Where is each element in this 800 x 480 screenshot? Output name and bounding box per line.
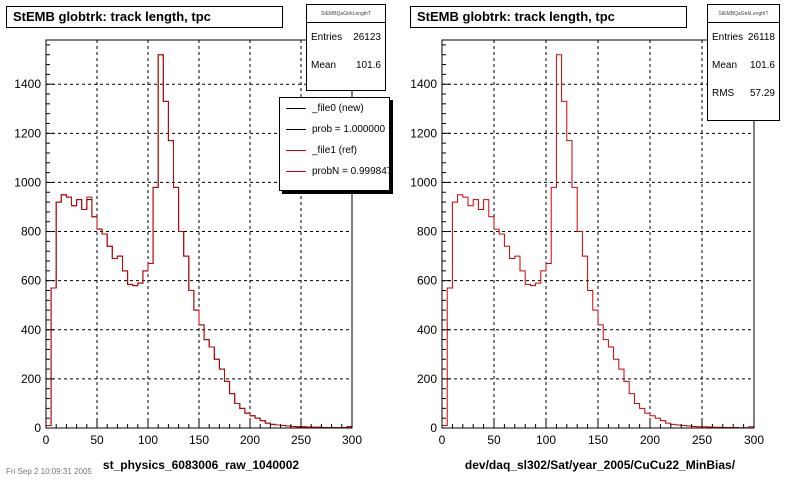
y-tick-label: 800 xyxy=(417,225,437,239)
stats-histogram-name: StEMBQaGtrkLengthT xyxy=(708,5,779,23)
legend-entry: _file1 (ref) xyxy=(280,140,389,161)
y-tick-label: 800 xyxy=(21,225,41,239)
x-axis-title: st_physics_6083006_raw_1040002 xyxy=(103,458,299,472)
y-tick-label: 400 xyxy=(417,323,437,337)
y-tick-label: 200 xyxy=(21,372,41,386)
legend-entry: _file0 (new) xyxy=(280,98,389,119)
chart-title-right: StEMB globtrk: track length, tpc xyxy=(410,6,687,28)
y-tick-label: 200 xyxy=(417,372,437,386)
y-tick-label: 400 xyxy=(21,323,41,337)
x-tick-label: 50 xyxy=(90,433,104,447)
stats-row-entries: Entries 26123 xyxy=(311,31,381,43)
legend-entry: prob = 1.000000 xyxy=(280,119,389,140)
y-tick-label: 1200 xyxy=(14,126,41,140)
x-axis-title: dev/daq_sl302/Sat/year_2005/CuCu22_MinBi… xyxy=(465,458,736,472)
y-tick-label: 1200 xyxy=(410,126,437,140)
y-tick-label: 1000 xyxy=(410,175,437,189)
legend-entry: probN = 0.999847 xyxy=(280,161,389,182)
y-tick-label: 1400 xyxy=(14,77,41,91)
x-tick-label: 0 xyxy=(439,433,446,447)
timestamp-footer: Fri Sep 2 10:09:31 2005 xyxy=(6,467,92,476)
x-tick-label: 300 xyxy=(342,433,362,447)
legend-line-red xyxy=(286,171,306,172)
x-tick-label: 200 xyxy=(640,433,660,447)
x-tick-label: 300 xyxy=(744,433,764,447)
x-tick-label: 150 xyxy=(189,433,209,447)
stats-row-mean: Mean 101.6 xyxy=(311,59,381,71)
stats-box-left: StEMBQaGtrkLengthT Entries 26123 Mean 10… xyxy=(306,4,386,91)
y-tick-label: 0 xyxy=(34,421,41,435)
y-tick-label: 1000 xyxy=(14,175,41,189)
chart-title-left: StEMB globtrk: track length, tpc xyxy=(6,6,283,28)
y-tick-label: 600 xyxy=(417,274,437,288)
legend-line-black xyxy=(286,108,306,109)
x-tick-label: 100 xyxy=(536,433,556,447)
stats-row-mean: Mean 101.6 xyxy=(712,59,775,71)
x-tick-label: 150 xyxy=(588,433,608,447)
stats-box-right: StEMBQaGtrkLengthT Entries 26118 Mean 10… xyxy=(707,4,780,121)
legend-line-red xyxy=(286,150,306,151)
x-tick-label: 50 xyxy=(487,433,501,447)
x-tick-label: 0 xyxy=(43,433,50,447)
x-tick-label: 250 xyxy=(291,433,311,447)
y-tick-label: 0 xyxy=(430,421,437,435)
stats-histogram-name: StEMBQaGtrkLengthT xyxy=(307,5,385,23)
legend-line-black xyxy=(286,129,306,130)
x-tick-label: 250 xyxy=(692,433,712,447)
y-tick-label: 1400 xyxy=(410,77,437,91)
stats-row-entries: Entries 26118 xyxy=(712,31,775,43)
y-tick-label: 600 xyxy=(21,274,41,288)
x-tick-label: 200 xyxy=(240,433,260,447)
stats-row-rms: RMS 57.29 xyxy=(712,87,775,99)
legend: _file0 (new) prob = 1.000000 _file1 (ref… xyxy=(279,97,390,191)
x-tick-label: 100 xyxy=(138,433,158,447)
